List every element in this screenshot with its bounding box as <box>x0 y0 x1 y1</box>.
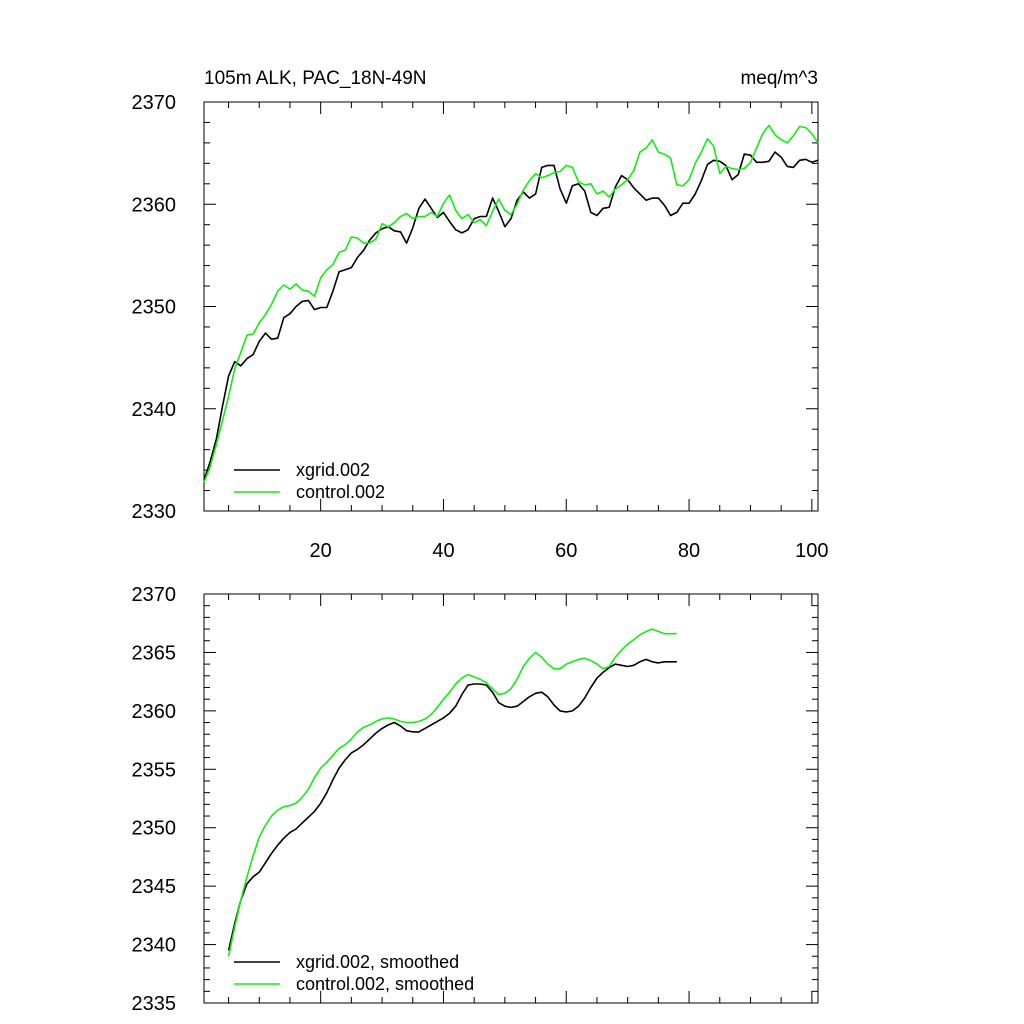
bottom-legend-label-1: xgrid.002, smoothed <box>296 952 459 972</box>
top-legend-label-1: xgrid.002 <box>296 460 370 480</box>
top-y-tick-label: 2340 <box>132 399 177 421</box>
top-y-tick-label: 2330 <box>132 501 177 523</box>
top-legend-label-2: control.002 <box>296 482 385 502</box>
top-x-tick-label: 60 <box>555 540 577 562</box>
top-x-tick-label: 80 <box>678 540 700 562</box>
top-x-tick-label: 100 <box>795 540 828 562</box>
top-series-line-2 <box>203 124 819 483</box>
bottom-axis-ticks <box>204 593 818 1004</box>
bottom-plot-frame <box>203 593 819 1004</box>
bottom-y-tick-label: 2365 <box>132 642 177 664</box>
bottom-y-tick-label: 2355 <box>132 759 177 781</box>
bottom-y-tick-label: 2335 <box>132 993 177 1015</box>
chart-title-right: meq/m^3 <box>740 68 818 89</box>
top-axis-ticks <box>204 101 818 512</box>
bottom-y-tick-label: 2370 <box>132 584 177 606</box>
top-y-tick-label: 2370 <box>132 92 177 114</box>
chart-title-left: 105m ALK, PAC_18N-49N <box>204 68 427 89</box>
bottom-panel: 2335 2340 2345 2350 2355 2360 2365 2370 xgrid.00… <box>132 584 819 1015</box>
bottom-y-tick-label: 2340 <box>132 935 177 957</box>
top-y-tick-label: 2360 <box>132 194 177 216</box>
bottom-y-tick-label: 2360 <box>132 701 177 723</box>
bottom-legend-label-2: control.002, smoothed <box>296 974 474 994</box>
bottom-y-tick-label: 2350 <box>132 818 177 840</box>
bottom-series-line-1 <box>227 658 677 951</box>
bottom-y-tick-label: 2345 <box>132 876 177 898</box>
top-panel: 2330 2340 2350 2360 2370 20 40 60 80 100 105m ALK,… <box>132 68 829 562</box>
bottom-series-line-2 <box>227 628 677 957</box>
top-x-tick-label: 40 <box>432 540 454 562</box>
top-x-tick-label: 20 <box>310 540 332 562</box>
top-series-line-1 <box>203 151 819 481</box>
top-y-tick-label: 2350 <box>132 297 177 319</box>
